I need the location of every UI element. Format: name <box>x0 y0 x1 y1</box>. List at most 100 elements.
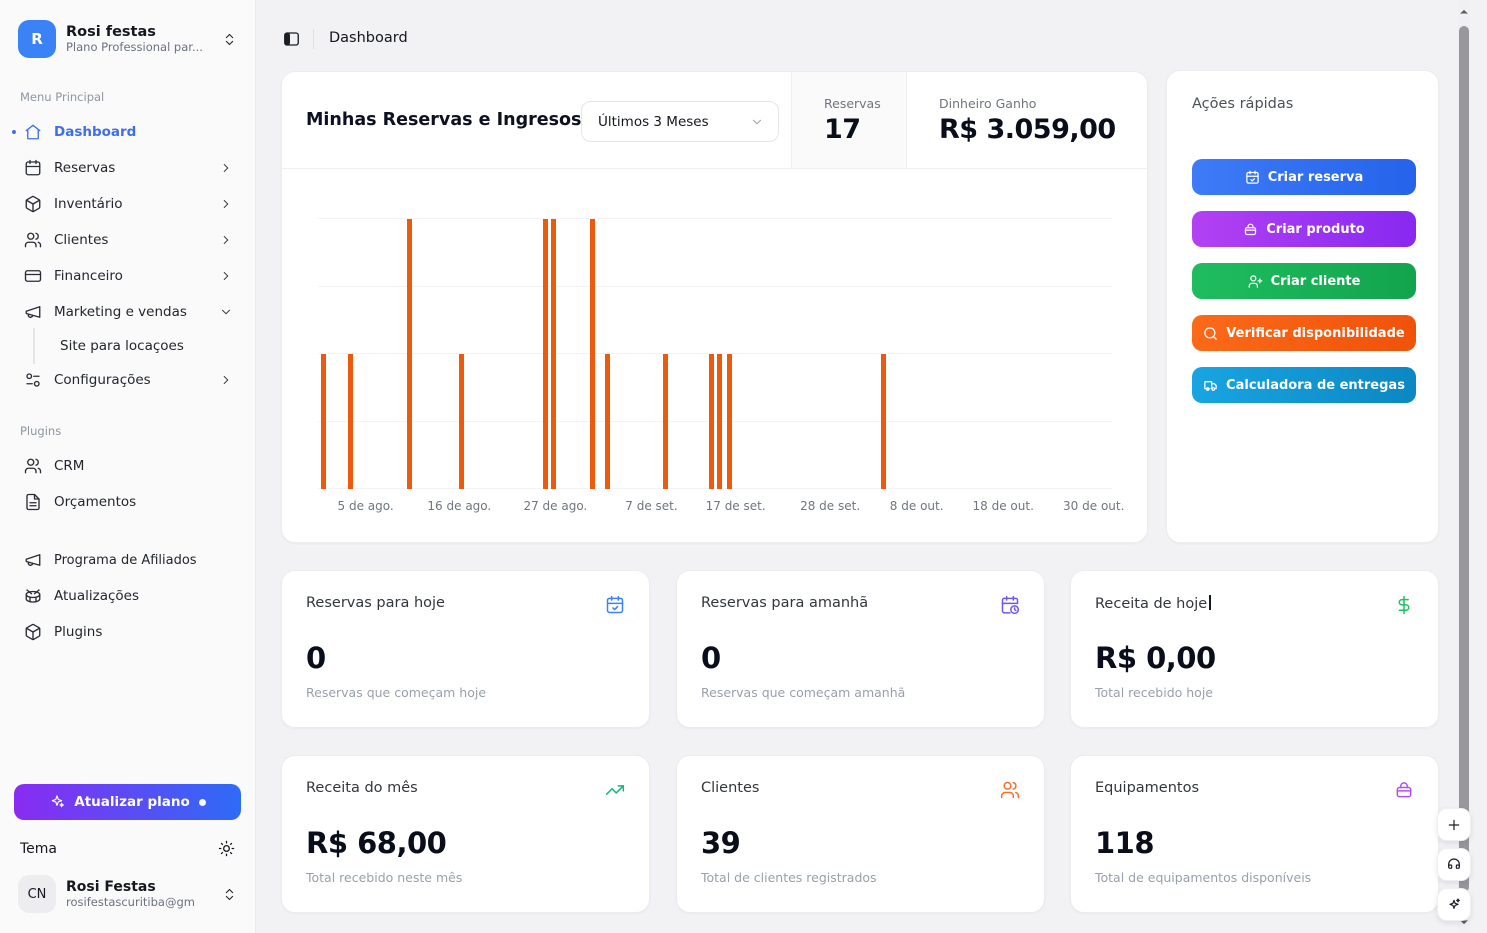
gridline <box>318 488 1112 489</box>
x-tick-label: 30 de out. <box>1063 499 1125 513</box>
truck-icon <box>1203 378 1218 393</box>
sidebar-item-programa-de-afiliados[interactable]: Programa de Afiliados <box>14 542 241 578</box>
calendar-check-icon <box>605 595 625 615</box>
sidebar-item-marketing[interactable]: Marketing e vendas <box>14 294 241 330</box>
add-floating-button[interactable] <box>1437 808 1471 841</box>
chart-bar <box>605 354 611 489</box>
gridline <box>318 218 1112 219</box>
reservas-stat-tab[interactable]: Reservas 17 <box>791 72 907 168</box>
sidebar-item-configuracoes[interactable]: Configurações <box>14 362 241 398</box>
sidebar-item-clientes[interactable]: Clientes <box>14 222 241 258</box>
chevron-right-icon <box>219 269 233 283</box>
chart-bar <box>717 354 723 489</box>
dinheiro-ganho-stat-tab[interactable]: Dinheiro Ganho R$ 3.059,00 <box>907 72 1147 168</box>
chart-x-axis: 5 de ago. 16 de ago. 27 de ago. 7 de set. 17… <box>318 499 1125 519</box>
headphones-icon <box>1446 857 1462 873</box>
quick-actions-card: Ações rápidas Criar reserva Criar produt… <box>1166 70 1439 543</box>
user-email: rosifestascuritiba@gm... <box>66 895 196 909</box>
sidebar-item-orcamentos[interactable]: Orçamentos <box>14 484 241 520</box>
sidebar-item-site-para-locacoes[interactable]: Site para locaçoes <box>14 328 241 364</box>
workspace-name: Rosi festas <box>66 24 156 40</box>
sidebar-toggle-icon[interactable] <box>282 30 301 48</box>
sidebar: R Rosi festas Plano Professional par... … <box>0 0 256 933</box>
sidebar-item-dashboard[interactable]: Dashboard <box>12 114 241 150</box>
plugins-section-label: Plugins <box>20 424 62 438</box>
sidebar-item-crm[interactable]: CRM <box>14 448 241 484</box>
support-floating-button[interactable] <box>1437 848 1471 881</box>
ai-assistant-floating-button[interactable] <box>1437 888 1471 921</box>
megaphone-icon <box>24 551 42 569</box>
sun-icon[interactable] <box>218 840 235 857</box>
sidebar-item-reservas[interactable]: Reservas <box>14 150 241 186</box>
chart-bar <box>543 219 549 489</box>
sidebar-item-plugins[interactable]: Plugins <box>14 614 241 650</box>
chevron-right-icon <box>219 373 233 387</box>
menu-section-label: Menu Principal <box>20 90 105 104</box>
notification-dot <box>198 798 206 806</box>
theme-label: Tema <box>20 840 58 857</box>
x-tick-label: 27 de ago. <box>523 499 588 513</box>
workspace-switcher[interactable]: R Rosi festas Plano Professional par... <box>14 14 241 64</box>
chart-bar <box>663 354 669 489</box>
credit-card-icon <box>24 267 42 285</box>
calendar-clock-icon <box>1000 595 1020 615</box>
stat-card-receita-hoje: Receita de hoje R$ 0,00 Total recebido h… <box>1070 570 1439 728</box>
stat-card-equipamentos: Equipamentos 118 Total de equipamentos d… <box>1070 755 1439 913</box>
chart-bar <box>726 354 732 489</box>
user-account-switcher[interactable]: CN Rosi Festas rosifestascuritiba@gm... <box>14 871 241 917</box>
create-product-button[interactable]: Criar produto <box>1192 211 1416 247</box>
reservas-count: 17 <box>824 114 861 145</box>
create-reservation-button[interactable]: Criar reserva <box>1192 159 1416 195</box>
delivery-calculator-button[interactable]: Calculadora de entregas <box>1192 367 1416 403</box>
chart-bar <box>321 354 327 489</box>
chart-bar <box>708 354 714 489</box>
scrollbar-down-arrow[interactable] <box>1458 916 1470 928</box>
x-tick-label: 17 de set. <box>705 499 766 513</box>
active-dot <box>12 130 16 134</box>
scrollbar-thumb[interactable] <box>1459 26 1469 892</box>
scrollbar-up-arrow[interactable] <box>1458 6 1470 18</box>
sparkles-icon <box>1446 897 1462 913</box>
sidebar-item-inventario[interactable]: Inventário <box>14 186 241 222</box>
chart-bar <box>406 219 412 489</box>
sidebar-item-financeiro[interactable]: Financeiro <box>14 258 241 294</box>
basket-icon <box>1394 780 1414 800</box>
megaphone-icon <box>24 303 42 321</box>
stat-value: R$ 68,00 <box>306 826 447 860</box>
gridline <box>318 420 1112 422</box>
stat-card-reservas-hoje: Reservas para hoje 0 Reservas que começa… <box>281 570 650 728</box>
users-icon <box>24 457 42 475</box>
sparkles-icon <box>49 794 65 810</box>
chart-bar <box>551 219 557 489</box>
topbar-divider <box>313 29 314 49</box>
stat-value: 0 <box>701 641 721 675</box>
text-cursor <box>1209 595 1211 610</box>
breadcrumb: Dashboard <box>329 30 408 46</box>
x-tick-label: 8 de out. <box>889 499 944 513</box>
calendar-icon <box>24 159 42 177</box>
x-tick-label: 16 de ago. <box>427 499 492 513</box>
create-client-button[interactable]: Criar cliente <box>1192 263 1416 299</box>
gridline <box>318 285 1112 287</box>
topbar: Dashboard <box>256 0 1487 60</box>
dollar-sign-icon <box>1394 595 1414 615</box>
x-tick-label: 7 de set. <box>625 499 678 513</box>
check-availability-button[interactable]: Verificar disponibilidade <box>1192 315 1416 351</box>
stat-card-clientes: Clientes 39 Total de clientes registrado… <box>676 755 1045 913</box>
stat-value: 118 <box>1095 826 1155 860</box>
chart-bar <box>348 354 354 489</box>
stat-card-receita-mes: Receita do mês R$ 68,00 Total recebido n… <box>281 755 650 913</box>
period-select[interactable]: Últimos 3 Meses <box>581 101 779 142</box>
x-tick-label: 18 de out. <box>972 499 1034 513</box>
sidebar-item-atualizacoes[interactable]: Atualizações <box>14 578 241 614</box>
home-icon <box>24 123 42 141</box>
chevron-right-icon <box>219 161 233 175</box>
x-tick-label: 5 de ago. <box>337 499 394 513</box>
upgrade-plan-button[interactable]: Atualizar plano <box>14 784 241 820</box>
workspace-plan: Plano Professional par... <box>66 40 203 54</box>
x-tick-label: 28 de set. <box>800 499 861 513</box>
stat-card-reservas-amanha: Reservas para amanhã 0 Reservas que come… <box>676 570 1045 728</box>
chart-bar <box>459 354 465 489</box>
quick-actions-title: Ações rápidas <box>1192 96 1294 112</box>
stat-value: 39 <box>701 826 741 860</box>
